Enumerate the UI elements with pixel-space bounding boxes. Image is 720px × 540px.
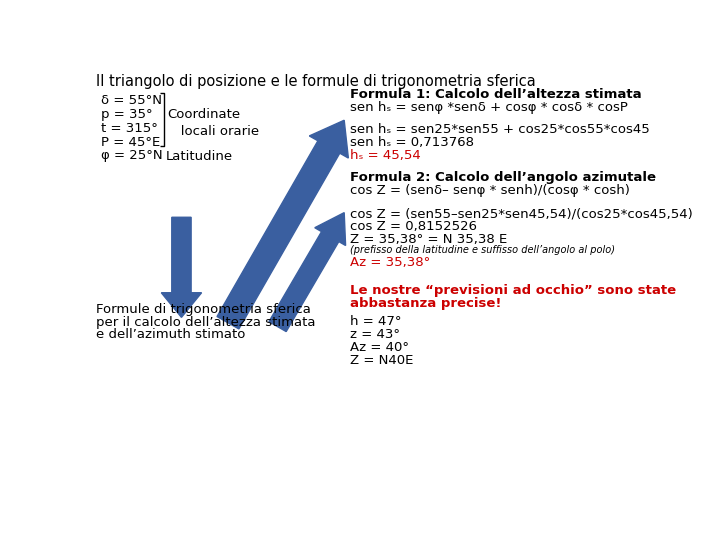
Text: Formula 2: Calcolo dell’angolo azimutale: Formula 2: Calcolo dell’angolo azimutale xyxy=(350,171,656,184)
Text: Coordinate
   locali orarie: Coordinate locali orarie xyxy=(168,108,258,138)
Text: P = 45°E: P = 45°E xyxy=(101,136,160,148)
Text: δ = 55°N: δ = 55°N xyxy=(101,94,162,107)
Text: hₛ = 45,54: hₛ = 45,54 xyxy=(350,148,420,162)
Polygon shape xyxy=(161,217,202,318)
Text: sen hₛ = senφ *senδ + cosφ * cosδ * cosP: sen hₛ = senφ *senδ + cosφ * cosδ * cosP xyxy=(350,101,628,114)
Text: t = 315°: t = 315° xyxy=(101,122,158,135)
Polygon shape xyxy=(269,213,346,332)
Text: Az = 40°: Az = 40° xyxy=(350,341,409,354)
Text: φ = 25°N: φ = 25°N xyxy=(101,150,163,163)
Text: Latitudine: Latitudine xyxy=(166,150,233,163)
Text: cos Z = 0,8152526: cos Z = 0,8152526 xyxy=(350,220,477,233)
Text: sen hₛ = sen25*sen55 + cos25*cos55*cos45: sen hₛ = sen25*sen55 + cos25*cos55*cos45 xyxy=(350,123,649,136)
Text: sen hₛ = 0,713768: sen hₛ = 0,713768 xyxy=(350,136,474,148)
Text: p = 35°: p = 35° xyxy=(101,108,153,121)
Text: (prefisso della latitudine e suffisso dell’angolo al polo): (prefisso della latitudine e suffisso de… xyxy=(350,245,615,255)
Text: z = 43°: z = 43° xyxy=(350,328,400,341)
Text: Az = 35,38°: Az = 35,38° xyxy=(350,256,430,269)
Text: Formula 1: Calcolo dell’altezza stimata: Formula 1: Calcolo dell’altezza stimata xyxy=(350,88,642,101)
Text: Z = N40E: Z = N40E xyxy=(350,354,413,367)
Polygon shape xyxy=(217,120,348,329)
Text: Le nostre “previsioni ad occhio” sono state: Le nostre “previsioni ad occhio” sono st… xyxy=(350,284,676,297)
Text: Il triangolo di posizione e le formule di trigonometria sferica: Il triangolo di posizione e le formule d… xyxy=(96,74,536,89)
Text: e dell’azimuth stimato: e dell’azimuth stimato xyxy=(96,328,246,341)
Text: abbastanza precise!: abbastanza precise! xyxy=(350,296,501,309)
Text: cos Z = (sen55–sen25*sen45,54)/(cos25*cos45,54): cos Z = (sen55–sen25*sen45,54)/(cos25*co… xyxy=(350,207,693,220)
Text: h = 47°: h = 47° xyxy=(350,315,401,328)
Text: Z = 35,38° = N 35,38 E: Z = 35,38° = N 35,38 E xyxy=(350,233,507,246)
Text: cos Z = (senδ– senφ * senh)/(cosφ * cosh): cos Z = (senδ– senφ * senh)/(cosφ * cosh… xyxy=(350,184,629,197)
Text: per il calcolo dell’altezza stimata: per il calcolo dell’altezza stimata xyxy=(96,316,315,329)
Text: Formule di trigonometria sferica: Formule di trigonometria sferica xyxy=(96,303,311,316)
